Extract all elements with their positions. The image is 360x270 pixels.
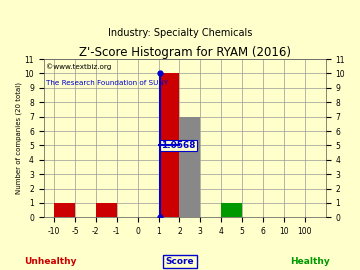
Text: Score: Score <box>166 257 194 266</box>
Text: Unhealthy: Unhealthy <box>24 257 77 266</box>
Text: Healthy: Healthy <box>290 257 329 266</box>
Text: ©www.textbiz.org: ©www.textbiz.org <box>46 64 112 70</box>
Text: Industry: Specialty Chemicals: Industry: Specialty Chemicals <box>108 28 252 38</box>
Bar <box>221 203 242 217</box>
Bar <box>179 117 200 217</box>
Bar <box>96 203 117 217</box>
Title: Z'-Score Histogram for RYAM (2016): Z'-Score Histogram for RYAM (2016) <box>78 46 291 59</box>
Bar <box>158 73 179 217</box>
Text: The Research Foundation of SUNY: The Research Foundation of SUNY <box>46 80 169 86</box>
Text: 1.0568: 1.0568 <box>161 141 196 150</box>
Y-axis label: Number of companies (20 total): Number of companies (20 total) <box>15 82 22 194</box>
Bar <box>54 203 75 217</box>
